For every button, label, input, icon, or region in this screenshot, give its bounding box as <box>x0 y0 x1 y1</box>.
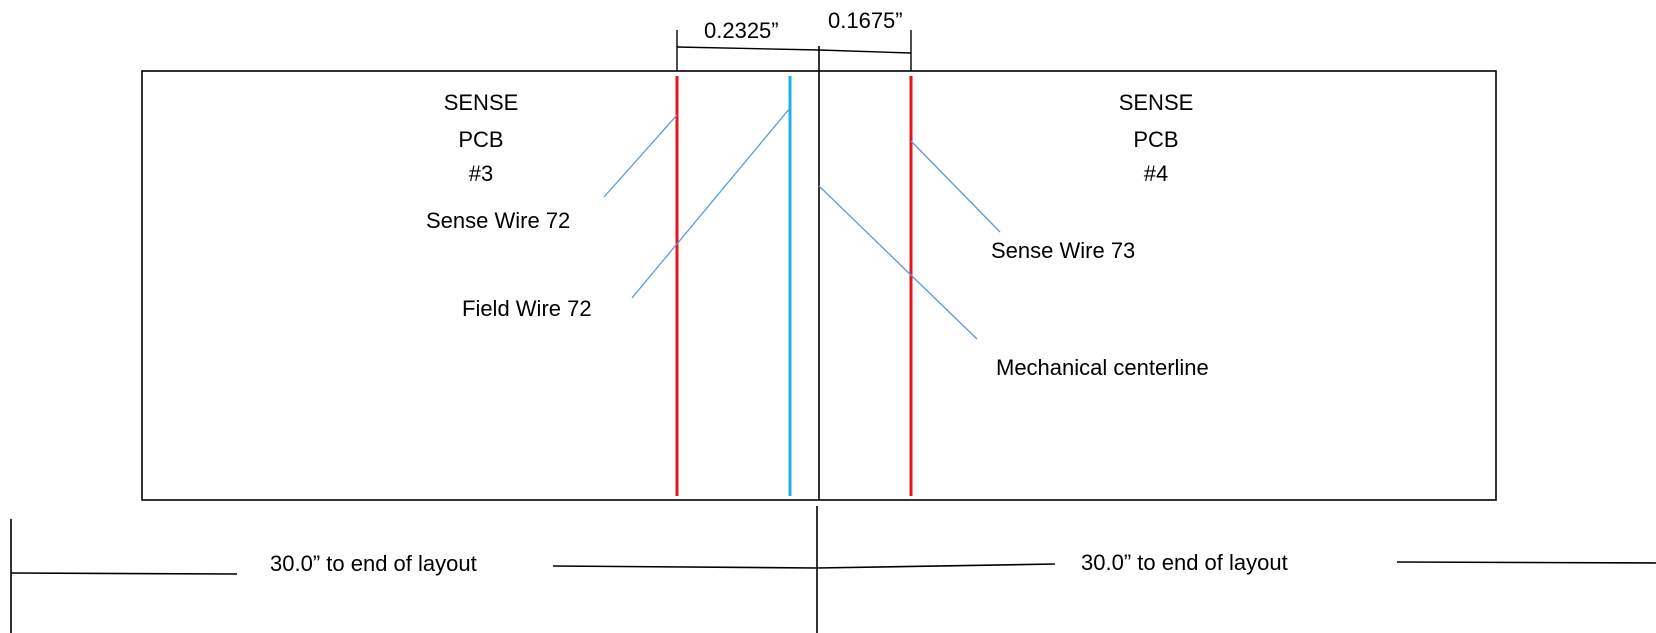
board-label-right: SENSE PCB #4 <box>1119 90 1194 186</box>
dimension-label-left: 0.2325” <box>704 18 779 43</box>
layout-line-left-a <box>10 572 238 575</box>
leader-sense-wire-73 <box>910 140 1001 233</box>
board-right-line-3: #4 <box>1144 161 1168 186</box>
layout-line-left-b <box>552 565 818 569</box>
dimension-line-left <box>676 46 820 51</box>
callout-sense-wire-73: Sense Wire 73 <box>991 238 1135 263</box>
callout-field-wire-72: Field Wire 72 <box>462 296 592 321</box>
callout-sense-wire-72: Sense Wire 72 <box>426 208 570 233</box>
dimension-line-right <box>818 49 912 54</box>
leader-sense-wire-72 <box>603 114 678 198</box>
layout-label-left: 30.0” to end of layout <box>270 551 477 576</box>
layout-line-right-b <box>1396 561 1656 564</box>
board-label-left: SENSE PCB #3 <box>444 90 519 186</box>
layout-line-right-a <box>816 563 1056 569</box>
layout-label-right: 30.0” to end of layout <box>1081 550 1288 575</box>
leader-centerline <box>818 185 978 340</box>
leader-field-wire-72 <box>631 107 791 299</box>
board-left-line-2: PCB <box>458 127 503 152</box>
board-left-line-3: #3 <box>469 161 493 186</box>
dimension-label-right: 0.1675” <box>828 8 903 33</box>
board-left-line-1: SENSE <box>444 90 519 115</box>
board-right-line-1: SENSE <box>1119 90 1194 115</box>
board-right-line-2: PCB <box>1133 127 1178 152</box>
callout-mechanical-centerline: Mechanical centerline <box>996 355 1209 380</box>
